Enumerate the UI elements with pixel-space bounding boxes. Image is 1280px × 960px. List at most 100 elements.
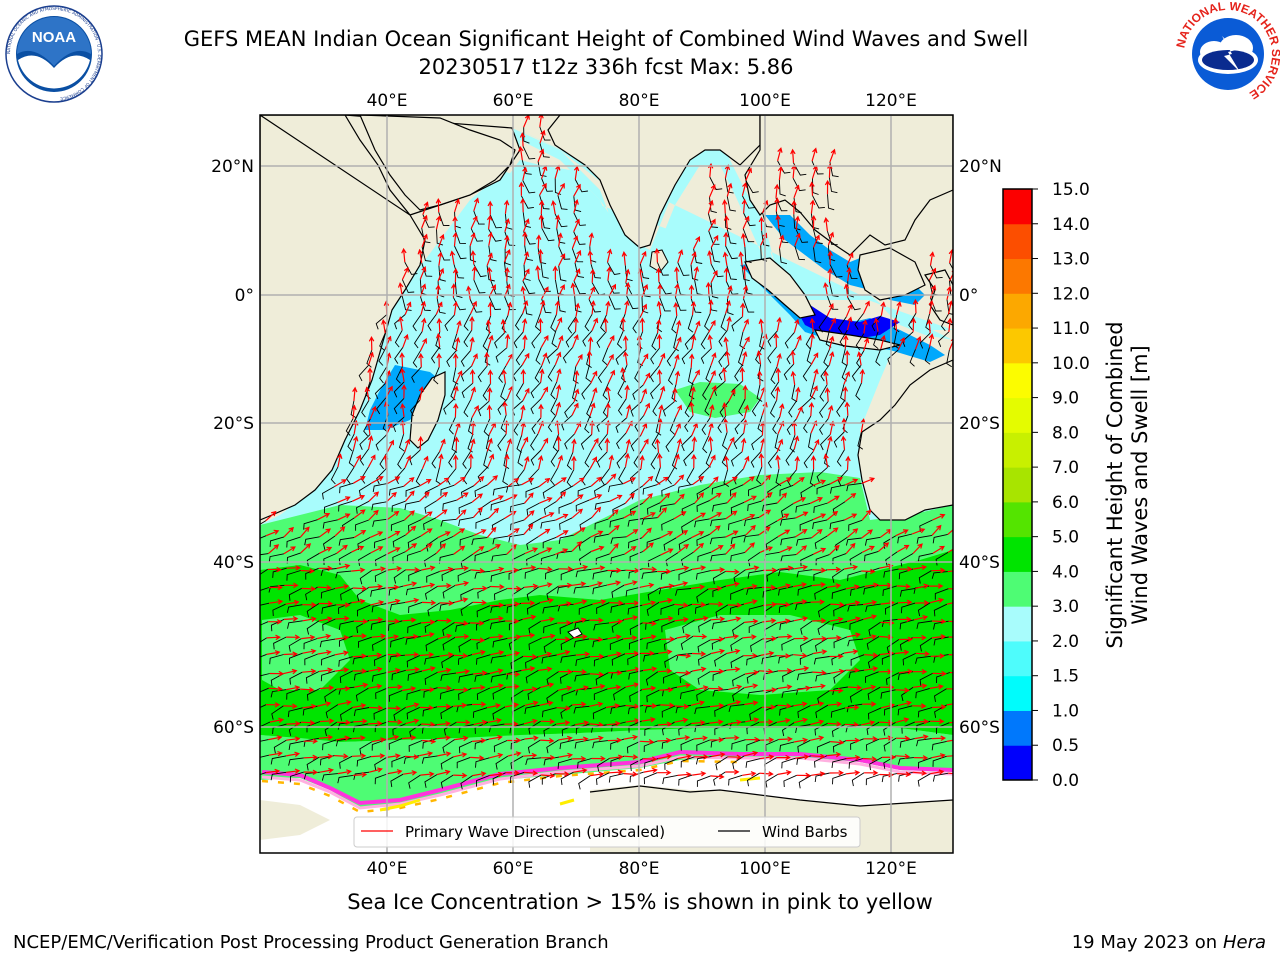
wave-direction-arrow — [571, 402, 579, 416]
wave-direction-arrow — [794, 635, 809, 642]
wind-barb — [559, 517, 573, 530]
wave-direction-arrow — [879, 719, 894, 726]
wave-direction-arrow — [454, 565, 469, 572]
wave-direction-arrow — [302, 703, 317, 710]
wind-barb — [702, 382, 711, 401]
wind-barb — [592, 570, 608, 580]
wind-barb — [681, 435, 693, 452]
wind-barb — [515, 382, 524, 401]
wind-barb — [535, 347, 542, 365]
wave-direction-arrow — [675, 404, 682, 418]
wind-barb — [814, 772, 830, 783]
wave-direction-arrow — [398, 316, 404, 331]
wave-direction-arrow — [454, 597, 469, 603]
wind-barb — [916, 738, 932, 747]
wind-barb — [705, 365, 712, 384]
wind-barb — [793, 214, 801, 231]
wave-direction-arrow — [607, 634, 622, 640]
wave-direction-arrow — [827, 721, 842, 727]
colorbar-tick-label: 8.0 — [1052, 423, 1079, 443]
wind-barb — [370, 620, 386, 631]
wind-barb — [769, 400, 778, 418]
wind-barb — [288, 587, 303, 601]
wave-direction-arrow — [896, 544, 910, 553]
wave-direction-arrow — [604, 437, 611, 452]
wave-direction-arrow — [401, 384, 407, 399]
wave-direction-arrow — [353, 718, 368, 725]
wave-direction-arrow — [709, 404, 715, 419]
wave-direction-arrow — [676, 438, 683, 453]
wave-direction-arrow — [420, 771, 435, 777]
wave-direction-arrow — [723, 267, 730, 282]
wave-direction-arrow — [642, 512, 656, 520]
wave-direction-arrow — [608, 525, 620, 535]
wave-direction-arrow — [317, 649, 332, 656]
wave-direction-arrow — [846, 754, 861, 761]
wave-direction-arrow — [948, 772, 953, 775]
wave-direction-arrow — [369, 405, 377, 420]
ocean-wave-3-4m-patch — [675, 382, 760, 418]
wind-barb — [710, 553, 726, 562]
wind-barb — [592, 740, 608, 749]
wave-direction-arrow — [742, 513, 756, 521]
wave-direction-arrow — [947, 548, 953, 553]
wind-barb — [463, 399, 471, 418]
wind-barb — [755, 346, 763, 365]
wind-barb — [732, 755, 745, 770]
wind-barb — [777, 160, 791, 174]
colorbar-tick-label: 1.0 — [1052, 701, 1079, 721]
wind-barb — [710, 247, 721, 263]
wind-barb — [546, 671, 559, 686]
wind-barb — [732, 622, 745, 637]
colorbar-tick-label: 11.0 — [1052, 319, 1090, 339]
wind-barb — [726, 196, 736, 212]
wind-barb — [677, 483, 693, 494]
wind-barb — [680, 738, 694, 751]
wind-barb — [424, 655, 440, 665]
wave-direction-arrow — [557, 232, 563, 247]
wind-barb — [629, 468, 642, 484]
wave-direction-arrow — [709, 601, 724, 607]
wind-barb — [734, 418, 745, 435]
wave-direction-arrow — [404, 754, 420, 760]
wind-barb — [356, 500, 370, 514]
wind-barb — [322, 739, 337, 751]
wave-direction-arrow — [759, 668, 774, 675]
wave-direction-arrow — [539, 129, 546, 144]
wind-barb — [799, 653, 814, 665]
wind-barb — [390, 519, 405, 531]
wave-direction-arrow — [487, 369, 494, 384]
wave-direction-arrow — [518, 145, 524, 161]
wave-direction-arrow — [265, 529, 280, 537]
wind-barb — [547, 415, 557, 433]
wind-barb — [438, 212, 450, 226]
wind-barb — [828, 177, 838, 194]
lat-ticks-right: 20°N 0° 20°S 40°S 60°S — [959, 157, 1002, 738]
wave-direction-arrow — [352, 386, 358, 401]
wind-barb — [832, 501, 846, 516]
wind-barb — [527, 687, 541, 700]
wave-direction-arrow — [694, 320, 701, 335]
colorbar-swatch — [1003, 536, 1032, 572]
wind-barb — [388, 690, 403, 702]
wave-direction-arrow — [640, 353, 649, 366]
wave-direction-arrow — [421, 666, 436, 672]
wave-direction-arrow — [792, 582, 808, 588]
wave-direction-arrow — [657, 668, 673, 674]
wind-barb — [467, 417, 474, 435]
wave-direction-arrow — [486, 404, 493, 419]
wave-direction-arrow — [928, 299, 934, 314]
wind-barb — [488, 296, 502, 310]
wind-barb — [897, 533, 913, 544]
wave-direction-arrow — [812, 617, 827, 624]
wind-barb — [270, 755, 287, 765]
wind-barb — [260, 687, 269, 693]
wind-barb — [492, 637, 508, 648]
wind-barb — [393, 707, 406, 721]
wave-direction-arrow — [660, 548, 674, 556]
wave-direction-arrow — [656, 300, 662, 315]
wave-direction-arrow — [381, 319, 387, 334]
wave-direction-arrow — [897, 700, 912, 706]
footer-host: Hera — [1222, 932, 1266, 953]
